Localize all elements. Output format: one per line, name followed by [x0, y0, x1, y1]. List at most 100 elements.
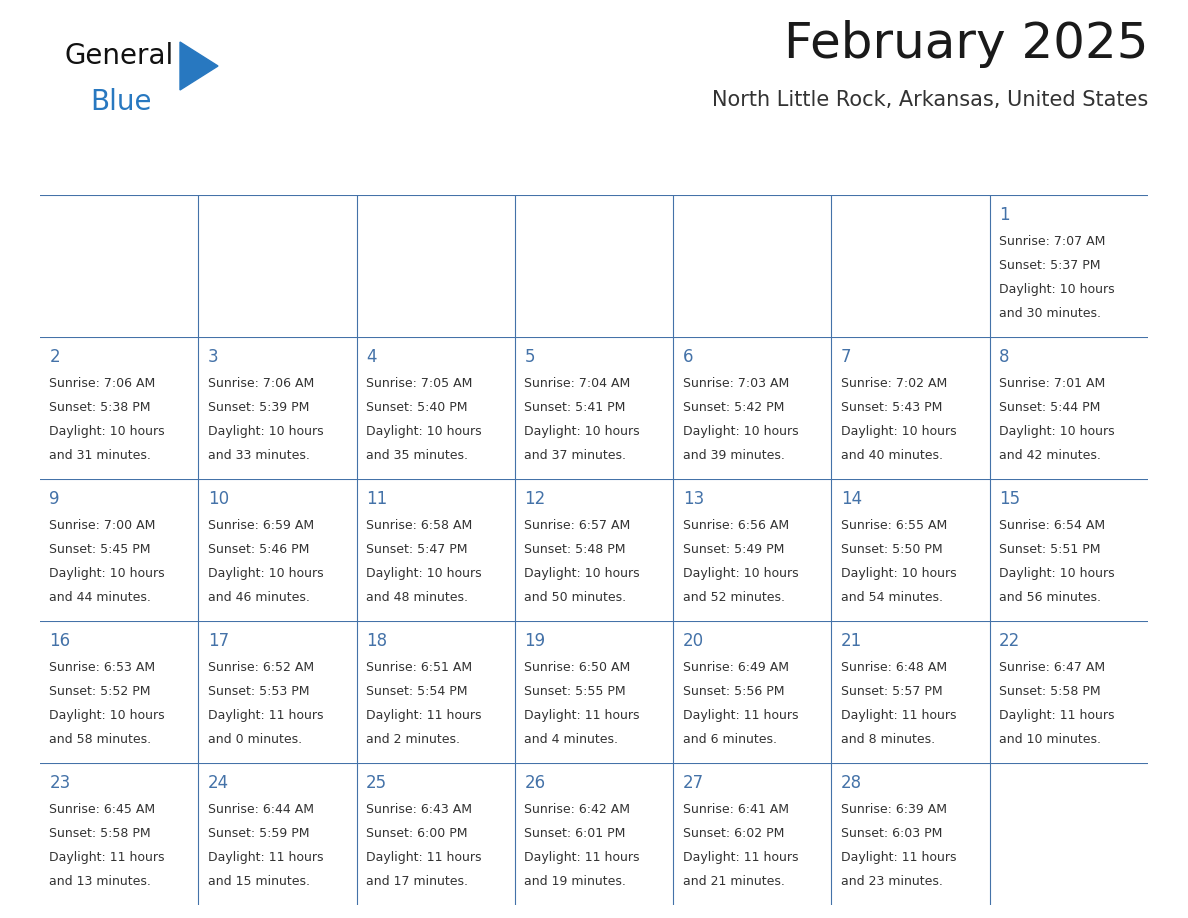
Text: Sunset: 5:52 PM: Sunset: 5:52 PM: [50, 685, 151, 698]
Text: 20: 20: [683, 633, 703, 650]
Text: Daylight: 11 hours: Daylight: 11 hours: [208, 851, 323, 864]
Text: Sunset: 5:50 PM: Sunset: 5:50 PM: [841, 543, 942, 556]
Text: Daylight: 10 hours: Daylight: 10 hours: [208, 567, 323, 580]
Text: Sunset: 5:58 PM: Sunset: 5:58 PM: [50, 827, 151, 840]
Text: and 39 minutes.: and 39 minutes.: [683, 449, 784, 462]
Text: Sunrise: 7:06 AM: Sunrise: 7:06 AM: [50, 376, 156, 390]
Text: Daylight: 10 hours: Daylight: 10 hours: [50, 709, 165, 722]
Text: Sunset: 5:49 PM: Sunset: 5:49 PM: [683, 543, 784, 556]
Text: Daylight: 10 hours: Daylight: 10 hours: [524, 425, 640, 438]
Text: Sunset: 5:38 PM: Sunset: 5:38 PM: [50, 401, 151, 414]
Text: 28: 28: [841, 775, 862, 792]
Text: Sunrise: 6:52 AM: Sunrise: 6:52 AM: [208, 661, 314, 674]
Text: Sunrise: 6:44 AM: Sunrise: 6:44 AM: [208, 802, 314, 816]
Text: Daylight: 10 hours: Daylight: 10 hours: [50, 567, 165, 580]
Text: Sunset: 6:01 PM: Sunset: 6:01 PM: [524, 827, 626, 840]
Text: Sunset: 5:39 PM: Sunset: 5:39 PM: [208, 401, 309, 414]
Text: Sunset: 6:00 PM: Sunset: 6:00 PM: [366, 827, 468, 840]
Text: 8: 8: [999, 348, 1010, 366]
Text: General: General: [65, 42, 175, 70]
Text: and 17 minutes.: and 17 minutes.: [366, 875, 468, 889]
Text: North Little Rock, Arkansas, United States: North Little Rock, Arkansas, United Stat…: [712, 90, 1148, 110]
Text: Sunset: 6:02 PM: Sunset: 6:02 PM: [683, 827, 784, 840]
Text: Tuesday: Tuesday: [366, 166, 440, 184]
Text: and 35 minutes.: and 35 minutes.: [366, 449, 468, 462]
Text: Daylight: 10 hours: Daylight: 10 hours: [208, 425, 323, 438]
Text: Sunset: 5:51 PM: Sunset: 5:51 PM: [999, 543, 1101, 556]
Text: 12: 12: [524, 490, 545, 509]
Text: Sunset: 5:41 PM: Sunset: 5:41 PM: [524, 401, 626, 414]
Text: 24: 24: [208, 775, 229, 792]
Text: Daylight: 11 hours: Daylight: 11 hours: [524, 709, 640, 722]
Text: Sunrise: 7:01 AM: Sunrise: 7:01 AM: [999, 376, 1106, 390]
Text: Wednesday: Wednesday: [524, 166, 628, 184]
Text: Sunset: 5:42 PM: Sunset: 5:42 PM: [683, 401, 784, 414]
Text: Sunset: 6:03 PM: Sunset: 6:03 PM: [841, 827, 942, 840]
Text: Sunset: 5:55 PM: Sunset: 5:55 PM: [524, 685, 626, 698]
Text: and 33 minutes.: and 33 minutes.: [208, 449, 310, 462]
Text: 1: 1: [999, 207, 1010, 224]
Text: Sunset: 5:45 PM: Sunset: 5:45 PM: [50, 543, 151, 556]
Text: Sunset: 5:48 PM: Sunset: 5:48 PM: [524, 543, 626, 556]
Text: Daylight: 11 hours: Daylight: 11 hours: [208, 709, 323, 722]
Text: 19: 19: [524, 633, 545, 650]
Text: 13: 13: [683, 490, 703, 509]
Text: and 6 minutes.: and 6 minutes.: [683, 733, 777, 746]
Text: Daylight: 10 hours: Daylight: 10 hours: [999, 425, 1114, 438]
Text: Thursday: Thursday: [683, 166, 766, 184]
Text: Sunrise: 6:47 AM: Sunrise: 6:47 AM: [999, 661, 1105, 674]
Text: Sunset: 5:43 PM: Sunset: 5:43 PM: [841, 401, 942, 414]
Text: 7: 7: [841, 348, 852, 366]
Text: 2: 2: [50, 348, 61, 366]
Text: Sunrise: 6:59 AM: Sunrise: 6:59 AM: [208, 519, 314, 532]
Text: Sunrise: 7:06 AM: Sunrise: 7:06 AM: [208, 376, 314, 390]
Text: Daylight: 11 hours: Daylight: 11 hours: [683, 709, 798, 722]
Text: Saturday: Saturday: [999, 166, 1080, 184]
Text: Sunrise: 6:51 AM: Sunrise: 6:51 AM: [366, 661, 472, 674]
Text: and 42 minutes.: and 42 minutes.: [999, 449, 1101, 462]
Text: and 13 minutes.: and 13 minutes.: [50, 875, 151, 889]
Text: and 15 minutes.: and 15 minutes.: [208, 875, 310, 889]
Text: 6: 6: [683, 348, 693, 366]
Text: Daylight: 11 hours: Daylight: 11 hours: [841, 709, 956, 722]
Text: Daylight: 10 hours: Daylight: 10 hours: [366, 567, 481, 580]
Text: 16: 16: [50, 633, 70, 650]
Text: and 44 minutes.: and 44 minutes.: [50, 591, 151, 604]
Text: 23: 23: [50, 775, 71, 792]
Text: Blue: Blue: [90, 88, 152, 116]
Text: and 52 minutes.: and 52 minutes.: [683, 591, 784, 604]
Text: Sunset: 5:53 PM: Sunset: 5:53 PM: [208, 685, 309, 698]
Text: 10: 10: [208, 490, 229, 509]
Text: Daylight: 11 hours: Daylight: 11 hours: [999, 709, 1114, 722]
Text: 22: 22: [999, 633, 1020, 650]
Text: Sunrise: 6:50 AM: Sunrise: 6:50 AM: [524, 661, 631, 674]
Text: Daylight: 10 hours: Daylight: 10 hours: [366, 425, 481, 438]
Text: Sunset: 5:57 PM: Sunset: 5:57 PM: [841, 685, 942, 698]
Text: Sunrise: 7:03 AM: Sunrise: 7:03 AM: [683, 376, 789, 390]
Text: Daylight: 10 hours: Daylight: 10 hours: [50, 425, 165, 438]
Text: Friday: Friday: [841, 166, 896, 184]
Text: Sunrise: 6:39 AM: Sunrise: 6:39 AM: [841, 802, 947, 816]
Text: Sunrise: 6:41 AM: Sunrise: 6:41 AM: [683, 802, 789, 816]
Text: 17: 17: [208, 633, 229, 650]
Text: Sunset: 5:46 PM: Sunset: 5:46 PM: [208, 543, 309, 556]
Text: Daylight: 11 hours: Daylight: 11 hours: [524, 851, 640, 864]
Text: Sunrise: 6:53 AM: Sunrise: 6:53 AM: [50, 661, 156, 674]
Text: 21: 21: [841, 633, 862, 650]
Text: 5: 5: [524, 348, 535, 366]
Text: Sunrise: 7:04 AM: Sunrise: 7:04 AM: [524, 376, 631, 390]
Text: and 58 minutes.: and 58 minutes.: [50, 733, 152, 746]
Text: and 21 minutes.: and 21 minutes.: [683, 875, 784, 889]
Text: Daylight: 11 hours: Daylight: 11 hours: [366, 709, 481, 722]
Text: Sunrise: 6:45 AM: Sunrise: 6:45 AM: [50, 802, 156, 816]
Text: and 50 minutes.: and 50 minutes.: [524, 591, 626, 604]
Text: 3: 3: [208, 348, 219, 366]
Text: 14: 14: [841, 490, 862, 509]
Text: Sunset: 5:56 PM: Sunset: 5:56 PM: [683, 685, 784, 698]
Text: 18: 18: [366, 633, 387, 650]
Text: Daylight: 10 hours: Daylight: 10 hours: [683, 567, 798, 580]
Text: Sunrise: 6:43 AM: Sunrise: 6:43 AM: [366, 802, 472, 816]
Text: Sunday: Sunday: [50, 166, 116, 184]
Text: Sunrise: 6:42 AM: Sunrise: 6:42 AM: [524, 802, 631, 816]
Text: Daylight: 10 hours: Daylight: 10 hours: [524, 567, 640, 580]
